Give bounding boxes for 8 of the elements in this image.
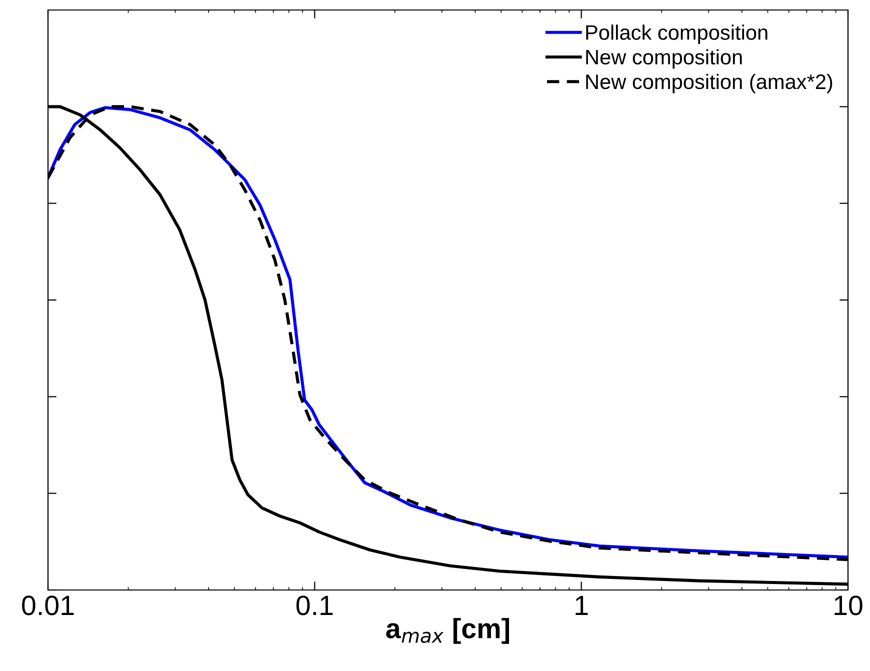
legend-label: New composition (amax*2) [586,74,832,94]
x-tick-label: 1 [576,596,588,615]
x-axis-title: a$_{max}$ [cm] [386,618,510,644]
legend-label: Pollack composition [586,24,768,44]
x-tick-label: 0.01 [22,596,74,616]
x-tick-label: 10 [834,596,862,616]
x-tick-label: 0.1 [296,596,333,616]
legend-label: New composition [586,49,742,69]
